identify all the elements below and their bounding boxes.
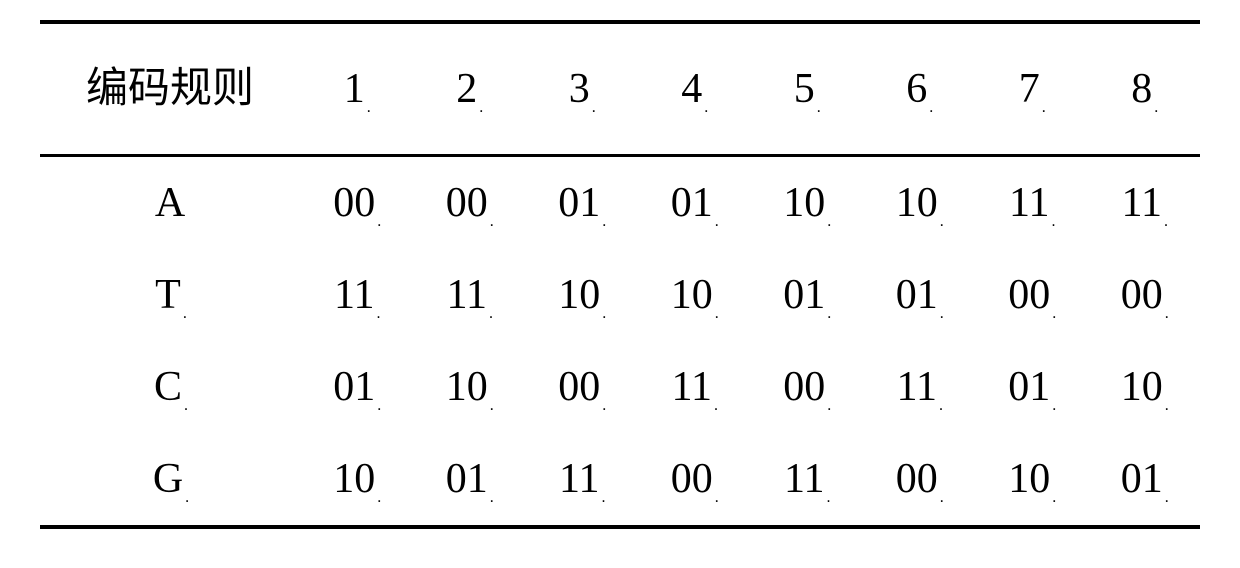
- cell: 00: [863, 433, 976, 527]
- col-header: 1: [300, 22, 413, 156]
- col-header: 7: [975, 22, 1088, 156]
- table-row: C 01 10 00 11 00 11 01 10: [40, 341, 1200, 433]
- table-row: G 10 01 11 00 11 00 10 01: [40, 433, 1200, 527]
- col-header: 4: [638, 22, 751, 156]
- row-label: A: [40, 156, 300, 250]
- cell: 10: [300, 433, 413, 527]
- cell: 11: [525, 433, 638, 527]
- cell: 01: [1088, 433, 1201, 527]
- cell: 01: [975, 341, 1088, 433]
- encoding-table: 编码规则 1 2 3 4 5 6 7 8 A 00 00 01 01 10 10…: [40, 20, 1200, 529]
- cell: 10: [863, 156, 976, 250]
- col-header: 2: [413, 22, 526, 156]
- cell: 01: [413, 433, 526, 527]
- table-row: T 11 11 10 10 01 01 00 00: [40, 249, 1200, 341]
- cell: 01: [525, 156, 638, 250]
- cell: 00: [750, 341, 863, 433]
- cell: 01: [638, 156, 751, 250]
- cell: 10: [975, 433, 1088, 527]
- col-header: 6: [863, 22, 976, 156]
- cell: 11: [750, 433, 863, 527]
- cell: 11: [300, 249, 413, 341]
- cell: 10: [750, 156, 863, 250]
- cell: 11: [413, 249, 526, 341]
- col-header: 3: [525, 22, 638, 156]
- cell: 10: [638, 249, 751, 341]
- table-header-row: 编码规则 1 2 3 4 5 6 7 8: [40, 22, 1200, 156]
- cell: 10: [525, 249, 638, 341]
- cell: 11: [1088, 156, 1201, 250]
- cell: 00: [525, 341, 638, 433]
- cell: 11: [863, 341, 976, 433]
- header-label: 编码规则: [40, 22, 300, 156]
- cell: 10: [1088, 341, 1201, 433]
- cell: 11: [975, 156, 1088, 250]
- cell: 00: [300, 156, 413, 250]
- cell: 01: [863, 249, 976, 341]
- cell: 01: [750, 249, 863, 341]
- cell: 00: [1088, 249, 1201, 341]
- cell: 10: [413, 341, 526, 433]
- col-header: 8: [1088, 22, 1201, 156]
- cell: 00: [975, 249, 1088, 341]
- encoding-table-container: 编码规则 1 2 3 4 5 6 7 8 A 00 00 01 01 10 10…: [0, 0, 1240, 549]
- row-label: C: [40, 341, 300, 433]
- row-label: T: [40, 249, 300, 341]
- row-label: G: [40, 433, 300, 527]
- table-row: A 00 00 01 01 10 10 11 11: [40, 156, 1200, 250]
- cell: 01: [300, 341, 413, 433]
- cell: 00: [638, 433, 751, 527]
- col-header: 5: [750, 22, 863, 156]
- cell: 00: [413, 156, 526, 250]
- cell: 11: [638, 341, 751, 433]
